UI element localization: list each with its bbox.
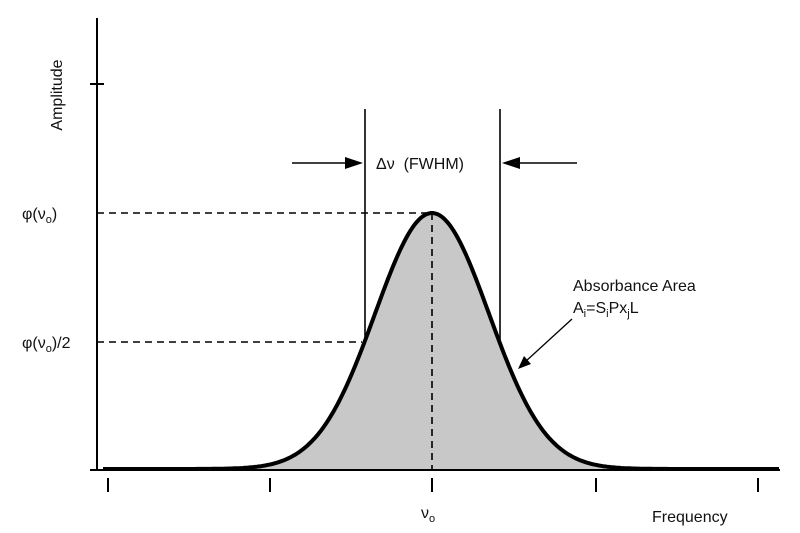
area-pointer-arrow-head bbox=[518, 356, 531, 369]
half-level-label: φ(νo)/2 bbox=[22, 335, 71, 355]
area-formula: Ai=SiPxjL bbox=[573, 300, 639, 320]
peak-level-label: φ(νo) bbox=[22, 206, 57, 226]
fwhm-right-arrow-head bbox=[502, 157, 520, 169]
line-shape-curve bbox=[103, 211, 779, 471]
absorbance-area-fill bbox=[103, 213, 780, 469]
center-frequency-label: νo bbox=[421, 505, 435, 525]
area-pointer-line bbox=[524, 318, 573, 363]
x-axis-label: Frequency bbox=[652, 509, 728, 526]
area-title: Absorbance Area bbox=[573, 278, 696, 295]
fwhm-label: Δν (FWHM) bbox=[376, 156, 464, 173]
y-axis-label: Amplitude bbox=[49, 59, 66, 130]
fwhm-left-arrow-head bbox=[345, 157, 363, 169]
